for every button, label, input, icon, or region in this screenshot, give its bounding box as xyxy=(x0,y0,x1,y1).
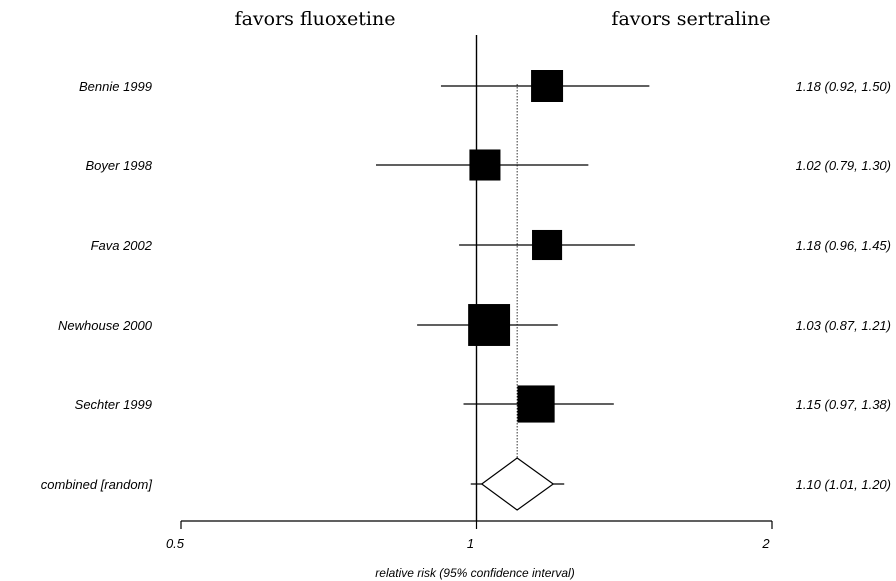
combined-diamond xyxy=(480,457,555,511)
study-row: Boyer 1998 1.02 (0.79, 1.30) xyxy=(86,149,891,181)
study-name: Newhouse 2000 xyxy=(58,318,153,333)
point-estimate-box xyxy=(531,70,564,102)
study-name: Sechter 1999 xyxy=(75,397,152,412)
header-favors-sertraline: favors sertraline xyxy=(611,8,770,30)
x-axis: 0.5 1 2 xyxy=(166,520,773,551)
study-row: Bennie 1999 1.18 (0.92, 1.50) xyxy=(79,70,891,102)
x-tick-label: 0.5 xyxy=(166,536,185,551)
study-row: Sechter 1999 1.15 (0.97, 1.38) xyxy=(75,385,891,423)
x-tick-label: 2 xyxy=(761,536,770,551)
study-effect-label: 1.02 (0.79, 1.30) xyxy=(796,158,891,173)
study-name: Boyer 1998 xyxy=(86,158,153,173)
x-axis-title: relative risk (95% confidence interval) xyxy=(375,566,574,580)
study-effect-label: 1.18 (0.92, 1.50) xyxy=(796,79,891,94)
header-favors-fluoxetine: favors fluoxetine xyxy=(235,8,396,30)
point-estimate-box xyxy=(468,304,511,346)
study-row: Newhouse 2000 1.03 (0.87, 1.21) xyxy=(58,304,891,346)
combined-effect-label: 1.10 (1.01, 1.20) xyxy=(796,477,891,492)
combined-row: combined [random] 1.10 (1.01, 1.20) xyxy=(41,457,891,511)
study-effect-label: 1.03 (0.87, 1.21) xyxy=(796,318,891,333)
reference-lines xyxy=(475,35,518,521)
study-name: Fava 2002 xyxy=(91,238,153,253)
study-name: Bennie 1999 xyxy=(79,79,152,94)
study-effect-label: 1.18 (0.96, 1.45) xyxy=(796,238,891,253)
study-effect-label: 1.15 (0.97, 1.38) xyxy=(796,397,891,412)
point-estimate-box xyxy=(469,149,501,181)
study-row: Fava 2002 1.18 (0.96, 1.45) xyxy=(91,229,891,261)
point-estimate-box xyxy=(532,229,563,261)
x-tick-label: 1 xyxy=(467,536,474,551)
combined-name: combined [random] xyxy=(41,477,153,492)
point-estimate-box xyxy=(517,385,555,423)
study-rows: Bennie 1999 1.18 (0.92, 1.50) Boyer 1998 1.… xyxy=(41,70,891,511)
